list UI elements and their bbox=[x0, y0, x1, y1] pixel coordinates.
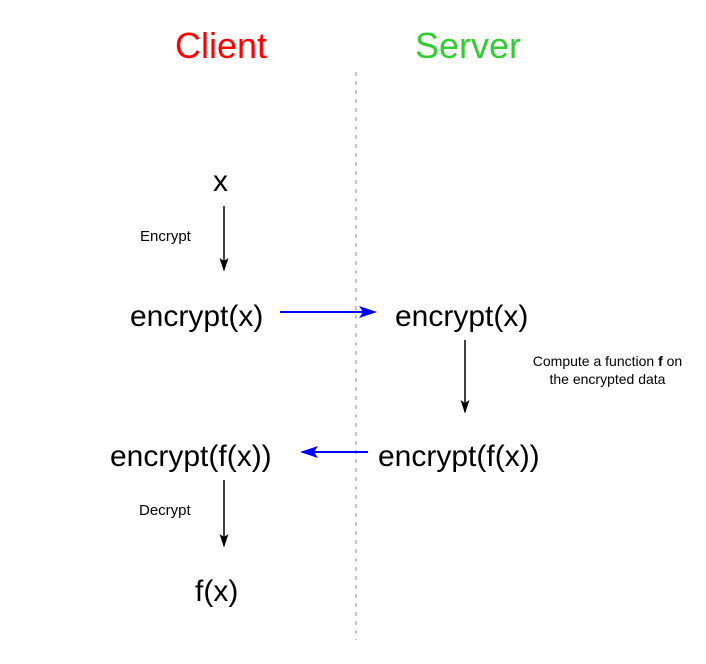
note-compute-line2: the encrypted data bbox=[550, 371, 666, 387]
node-fx: f(x) bbox=[195, 575, 238, 609]
client-header: Client bbox=[175, 25, 267, 67]
note-decrypt: Decrypt bbox=[139, 502, 191, 519]
note-compute-line1b: on bbox=[667, 353, 683, 369]
note-encrypt: Encrypt bbox=[140, 228, 191, 245]
note-compute: Compute a function f on the encrypted da… bbox=[530, 353, 685, 388]
node-x: x bbox=[213, 165, 228, 199]
note-compute-line1a: Compute a function bbox=[533, 353, 654, 369]
note-compute-bold-f: f bbox=[658, 353, 663, 369]
node-encrypt-fx-server: encrypt(f(x)) bbox=[378, 440, 540, 474]
node-encrypt-fx-client: encrypt(f(x)) bbox=[110, 440, 272, 474]
server-header: Server bbox=[415, 25, 521, 67]
diagram-svg bbox=[0, 0, 706, 664]
node-encrypt-x-server: encrypt(x) bbox=[395, 300, 528, 334]
node-encrypt-x-client: encrypt(x) bbox=[130, 300, 263, 334]
